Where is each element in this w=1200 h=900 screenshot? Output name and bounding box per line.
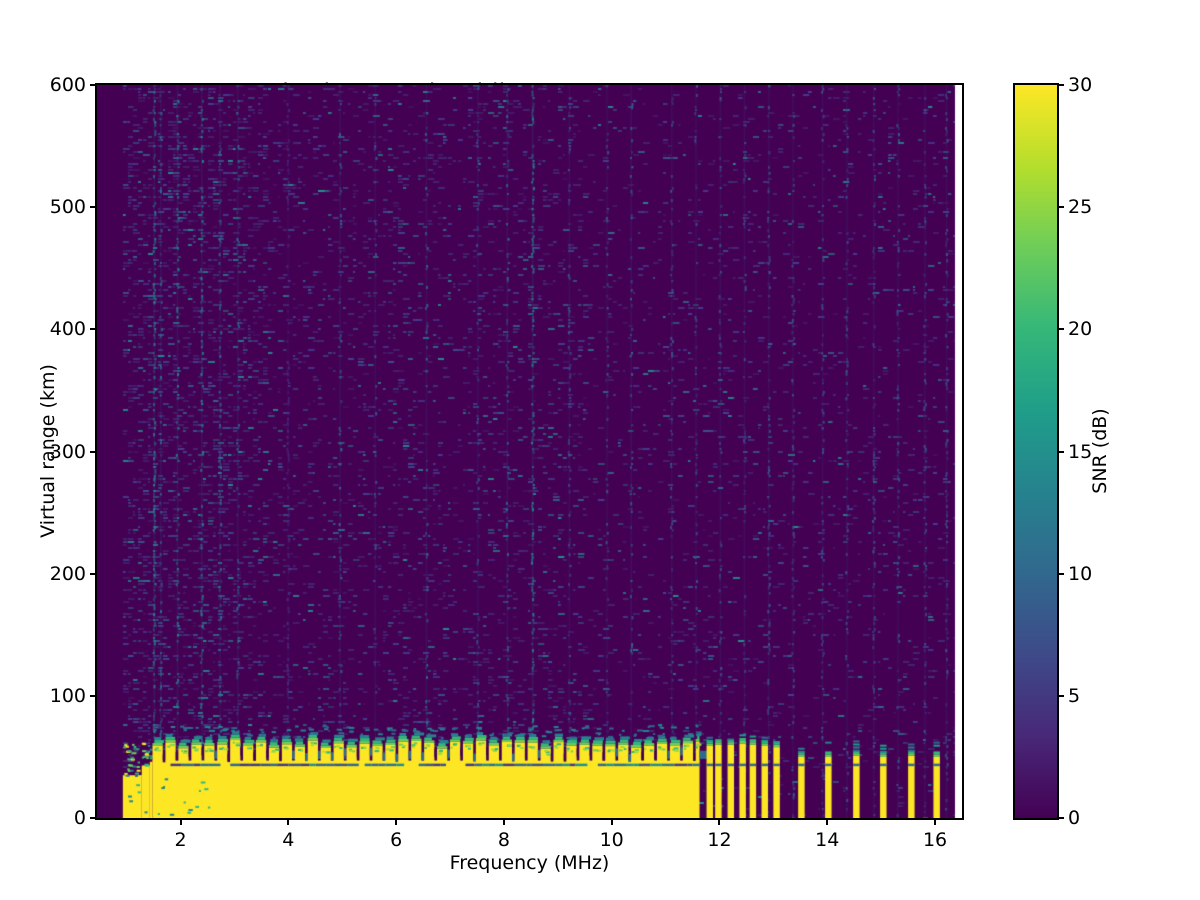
colorbar-tick-label: 15: [1068, 440, 1093, 463]
y-tick-mark: [90, 328, 95, 331]
x-tick-mark: [179, 820, 182, 825]
x-tick-label: 2: [174, 829, 187, 851]
x-tick-mark: [610, 820, 613, 825]
colorbar-tick-label: 0: [1068, 807, 1081, 829]
y-tick-label: 400: [49, 318, 86, 341]
y-tick-label: 0: [73, 807, 86, 829]
x-tick-label: 6: [390, 829, 403, 851]
x-tick-label: 10: [599, 829, 624, 851]
y-tick-label: 300: [49, 440, 86, 463]
y-tick-label: 100: [49, 684, 86, 707]
x-tick-label: 4: [282, 829, 295, 851]
y-tick-mark: [90, 572, 95, 575]
y-tick-mark: [90, 694, 95, 697]
x-tick-mark: [718, 820, 721, 825]
colorbar-tick-mark: [1059, 206, 1064, 209]
y-tick-mark: [90, 817, 95, 819]
colorbar-tick-mark: [1059, 572, 1064, 575]
colorbar-tick-label: 30: [1068, 74, 1093, 96]
x-tick-mark: [502, 820, 505, 825]
x-tick-label: 12: [707, 829, 732, 851]
x-axis-label: Frequency (MHz): [449, 852, 610, 874]
colorbar-tick-mark: [1059, 694, 1064, 697]
colorbar-tick-mark: [1059, 817, 1064, 819]
x-tick-label: 16: [922, 829, 948, 851]
x-tick-mark: [395, 820, 398, 825]
colorbar-tick-label: 20: [1068, 318, 1093, 341]
y-tick-label: 600: [49, 74, 86, 96]
y-tick-mark: [90, 84, 95, 86]
y-tick-mark: [90, 450, 95, 453]
colorbar-gradient: [1015, 85, 1057, 818]
colorbar-tick-label: 10: [1068, 562, 1093, 585]
x-tick-mark: [934, 820, 937, 825]
colorbar: [1013, 83, 1059, 820]
y-tick-label: 200: [49, 562, 86, 585]
colorbar-tick-label: 25: [1068, 196, 1093, 219]
colorbar-tick-mark: [1059, 328, 1064, 331]
ionogram-heatmap: [97, 85, 962, 818]
colorbar-tick-mark: [1059, 450, 1064, 453]
x-tick-label: 14: [815, 829, 840, 851]
x-tick-label: 8: [497, 829, 510, 851]
colorbar-label: SNR (dB): [1089, 408, 1111, 494]
x-tick-mark: [287, 820, 290, 825]
colorbar-tick-label: 5: [1068, 684, 1081, 707]
colorbar-tick-mark: [1059, 84, 1064, 86]
y-tick-mark: [90, 206, 95, 209]
plot-area: [95, 83, 964, 820]
y-tick-label: 500: [49, 196, 86, 219]
x-tick-mark: [826, 820, 829, 825]
